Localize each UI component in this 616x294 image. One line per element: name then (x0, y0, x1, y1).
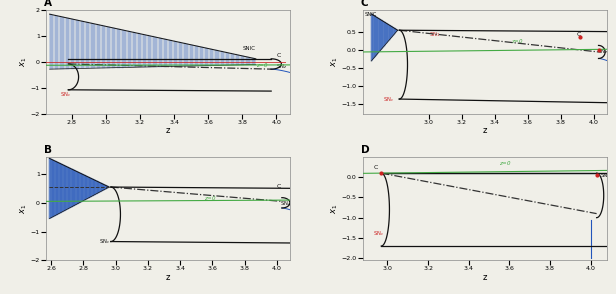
Y-axis label: $x_1$: $x_1$ (19, 203, 30, 214)
Text: $z$=0: $z$=0 (205, 194, 217, 202)
Text: SNIC: SNIC (242, 46, 255, 51)
Text: SN$_z$: SN$_z$ (597, 47, 608, 56)
Text: SN$_c$: SN$_c$ (99, 238, 111, 246)
Text: $z$=0: $z$=0 (511, 37, 524, 45)
Y-axis label: $x_1$: $x_1$ (330, 57, 341, 67)
Text: SN: SN (601, 173, 608, 178)
Y-axis label: $x_1$: $x_1$ (19, 57, 30, 67)
Text: SN$_c$: SN$_c$ (60, 90, 71, 99)
X-axis label: z: z (166, 273, 170, 282)
Text: SN$_z$: SN$_z$ (280, 199, 291, 208)
X-axis label: z: z (483, 273, 487, 282)
Text: B: B (44, 145, 52, 155)
Text: A: A (44, 0, 52, 8)
Text: SN$_c$: SN$_c$ (373, 229, 384, 238)
Y-axis label: $x_1$: $x_1$ (330, 203, 340, 214)
Text: SN$_z$: SN$_z$ (277, 62, 288, 71)
X-axis label: z: z (483, 126, 487, 135)
Text: SN$_c$: SN$_c$ (383, 96, 394, 104)
Text: C: C (373, 166, 378, 171)
Text: $z$=0: $z$=0 (499, 159, 512, 167)
Text: C: C (277, 53, 281, 58)
Text: $z$=0: $z$=0 (256, 61, 269, 69)
Text: C: C (277, 184, 282, 189)
X-axis label: z: z (166, 126, 170, 135)
Text: D: D (360, 145, 369, 155)
Text: C: C (360, 0, 368, 8)
Text: SNIC: SNIC (365, 12, 377, 17)
Text: SN$_1$: SN$_1$ (429, 30, 440, 39)
Text: C: C (577, 32, 582, 37)
